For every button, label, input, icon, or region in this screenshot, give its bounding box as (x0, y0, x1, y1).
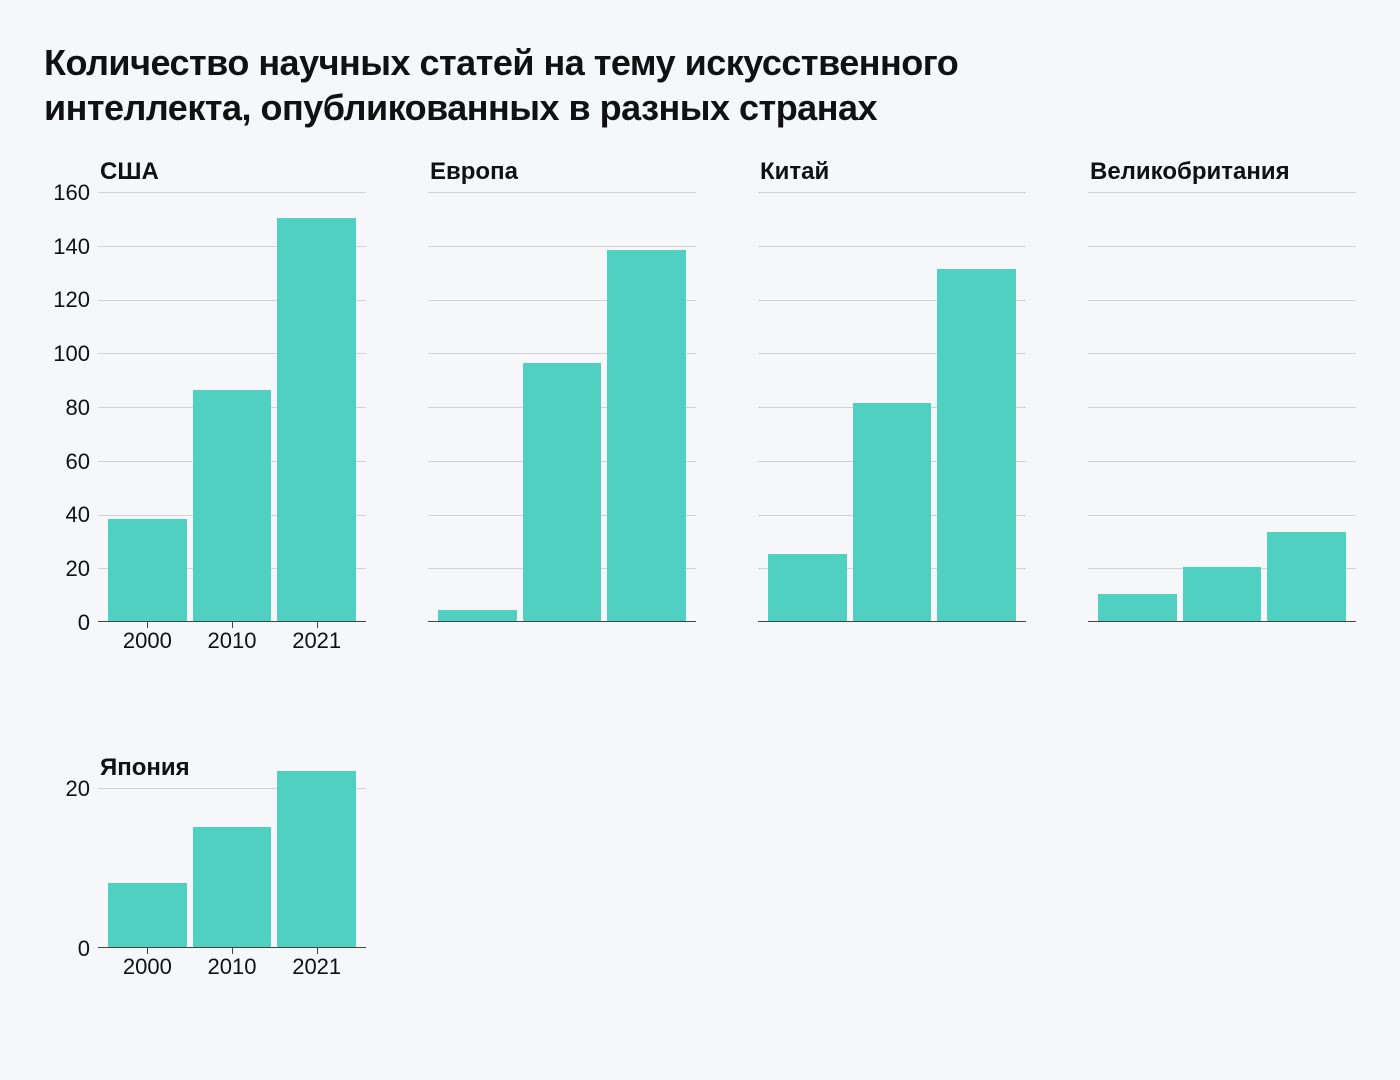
x-tick-label: 2000 (108, 628, 187, 654)
x-tick-label: 2010 (193, 954, 272, 980)
plot-wrap: Великобритания (1088, 158, 1356, 654)
bar (1267, 532, 1346, 621)
panel-title: Китай (758, 158, 1026, 186)
panel-title: Европа (428, 158, 696, 186)
gridline (1088, 192, 1356, 193)
x-tick-label: 2021 (277, 954, 356, 980)
bar (193, 390, 272, 621)
chart-panel: 200Япония200020102021 (44, 754, 366, 980)
gridline (1088, 300, 1356, 301)
bar (108, 883, 187, 947)
chart-card: Количество научных статей на тему искусс… (0, 0, 1400, 1080)
x-tick-label: 2000 (108, 954, 187, 980)
gridline (1088, 461, 1356, 462)
x-axis: 200020102021 (98, 948, 366, 980)
plot-wrap: США 200020102021 (98, 158, 366, 654)
bar (108, 519, 187, 621)
bar (523, 363, 602, 621)
chart-row-1: 160140120100806040200США 200020102021 Евро… (44, 158, 1356, 654)
plot-area (758, 192, 1026, 622)
chart-panel: 160140120100806040200США 200020102021 (44, 158, 366, 654)
bar (1183, 567, 1262, 621)
bars-container (428, 250, 696, 621)
chart-row-2: 200Япония200020102021 (44, 754, 1356, 980)
y-axis-column: 200 (44, 754, 98, 980)
bars-container (758, 269, 1026, 621)
bar (853, 403, 932, 621)
x-tick-label: 2010 (193, 628, 272, 654)
chart-panel: Европа (428, 158, 696, 654)
y-axis-column: 160140120100806040200 (44, 158, 98, 654)
gridline (428, 246, 696, 247)
x-axis: 200020102021 (98, 622, 366, 654)
bars-container (1088, 532, 1356, 621)
bar (277, 771, 356, 947)
plot-wrap: Япония200020102021 (98, 754, 366, 980)
x-tick-label: 2021 (277, 628, 356, 654)
plot-area (98, 788, 366, 948)
chart-panel: Великобритания (1088, 158, 1356, 654)
bar (937, 269, 1016, 621)
bars-container (98, 771, 366, 947)
plot-area (98, 192, 366, 622)
bar (607, 250, 686, 621)
bar (1098, 594, 1177, 621)
bar (438, 610, 517, 621)
gridline (1088, 515, 1356, 516)
gridline (1088, 353, 1356, 354)
plot-wrap: Китай (758, 158, 1026, 654)
bar (768, 554, 847, 621)
gridline (758, 192, 1026, 193)
bar (193, 827, 272, 947)
plot-wrap: Европа (428, 158, 696, 654)
y-axis: 200 (44, 789, 98, 949)
chart-grid: 160140120100806040200США200020102021Евро… (44, 158, 1356, 980)
panel-title: Великобритания (1088, 158, 1356, 186)
gridline (1088, 407, 1356, 408)
gridline (98, 192, 366, 193)
panel-title: США (98, 158, 366, 186)
gridline (758, 246, 1026, 247)
bars-container (98, 218, 366, 621)
chart-panel: Китай (758, 158, 1026, 654)
gridline (428, 192, 696, 193)
chart-title: Количество научных статей на тему искусс… (44, 40, 1044, 130)
gridline (1088, 246, 1356, 247)
y-axis: 160140120100806040200 (44, 193, 98, 623)
bar (277, 218, 356, 621)
plot-area (428, 192, 696, 622)
plot-area (1088, 192, 1356, 622)
